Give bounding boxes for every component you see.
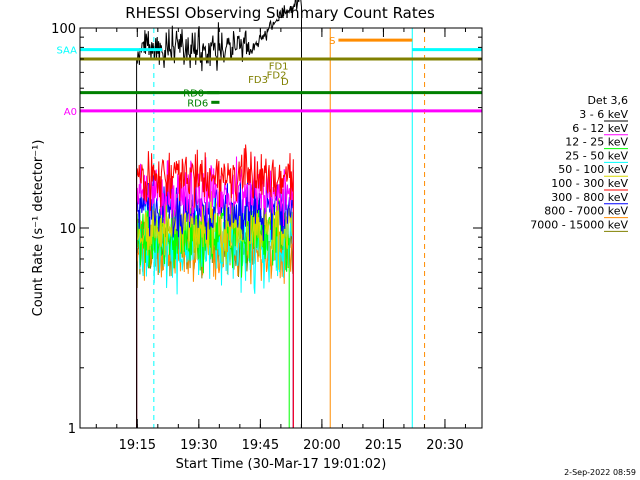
- flag-annotation: FD1: [269, 62, 289, 73]
- y-tick-label: 10: [59, 222, 76, 237]
- x-tick-label: 20:15: [365, 438, 402, 453]
- flag-label: RD0: [183, 89, 204, 100]
- legend-entry-label: 7000 - 15000 keV: [530, 218, 628, 231]
- legend-entry-label: 50 - 100 keV: [558, 163, 628, 176]
- axes: 1 10 100 19:15 19:30 19:45 20:00 20:15 20:30: [51, 22, 482, 453]
- x-tick-label: 19:45: [242, 438, 279, 453]
- flag-label: SAA: [57, 46, 78, 57]
- flag-annotation: FD2: [267, 70, 287, 81]
- series-line: [136, 144, 294, 428]
- legend-entry-label: 800 - 7000 keV: [544, 205, 628, 218]
- y-axis-label: Count Rate (s⁻¹ detector⁻¹): [31, 140, 46, 317]
- flag-annotation: FD3: [248, 75, 268, 86]
- legend-entry-label: 12 - 25 keV: [565, 136, 628, 149]
- x-tick-label: 20:00: [303, 438, 340, 453]
- series-line: [136, 0, 302, 428]
- flag-label: RD6: [187, 98, 208, 109]
- flag-label: A0: [64, 107, 77, 118]
- flag-annotation: D: [281, 77, 289, 88]
- x-tick-label: 19:30: [180, 438, 217, 453]
- legend-entry-label: 3 - 6 keV: [579, 108, 628, 121]
- legend-entry-label: 6 - 12 keV: [572, 122, 628, 135]
- footer-date: 2-Sep-2022 08:59: [564, 468, 636, 477]
- legend-entry-label: 25 - 50 keV: [565, 149, 628, 162]
- y-tick-label: 1: [68, 422, 76, 437]
- legend-entry-label: 300 - 800 keV: [551, 191, 628, 204]
- flag-label: S: [329, 36, 335, 47]
- x-tick-label: 20:30: [426, 438, 463, 453]
- legend-title: Det 3,6: [587, 94, 628, 107]
- legend-entry-label: 100 - 300 keV: [551, 177, 628, 190]
- x-tick-label: 19:15: [119, 438, 156, 453]
- x-axis-label: Start Time (30-Mar-17 19:01:02): [176, 457, 387, 472]
- y-tick-label: 100: [51, 22, 76, 37]
